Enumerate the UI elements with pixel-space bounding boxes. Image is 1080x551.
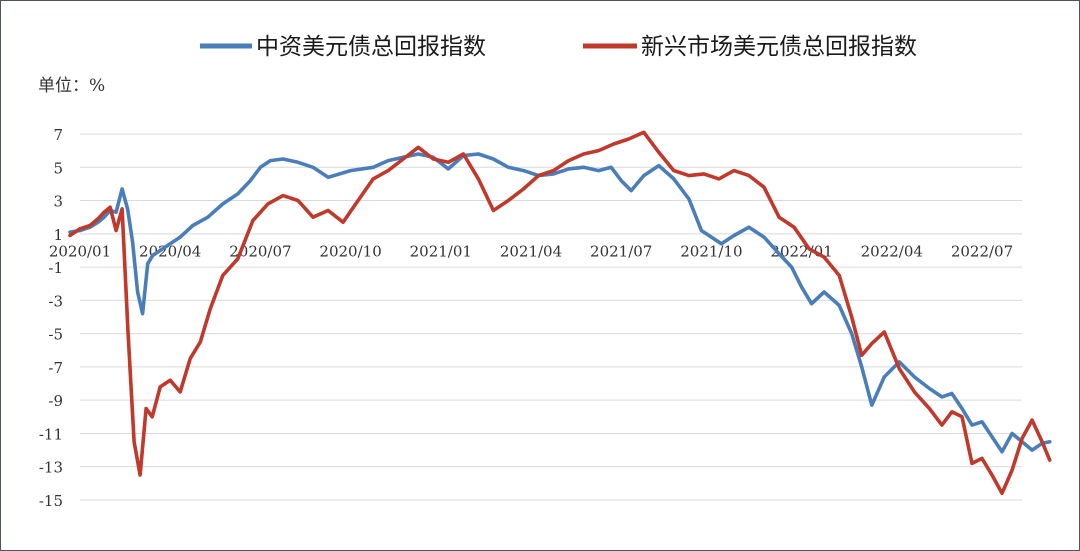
y-tick-label: -11 [39,425,63,443]
legend-label-series-2: 新兴市场美元债总回报指数 [641,34,917,60]
x-tick-label: 2020/01 [49,242,111,260]
x-tick-label: 2021/01 [410,242,472,260]
x-tick-label: 2022/04 [861,242,923,260]
y-axis-ticks: 7 5 3 1 -1 -3 -5 -7 -9 -11 -13 -15 [39,126,63,510]
unit-label: 单位：% [38,76,105,96]
y-tick-label: -3 [48,292,63,310]
gridlines [80,133,1022,501]
series-line-2 [68,130,1052,496]
y-tick-label: 3 [53,193,63,211]
x-tick-label: 2020/10 [319,242,381,260]
y-tick-label: -13 [39,459,63,477]
series-lines [68,130,1052,496]
y-tick-label: -7 [48,359,63,377]
y-tick-label: -1 [48,259,63,277]
series-line-1 [68,152,1052,454]
y-tick-label: -9 [48,392,63,410]
x-tick-label: 2022/01 [770,242,832,260]
y-tick-label: 5 [53,159,63,177]
x-tick-label: 2021/10 [680,242,742,260]
x-tick-label: 2021/07 [590,242,652,260]
y-tick-label: 1 [53,226,63,244]
y-tick-label: -5 [48,326,63,344]
legend-label-series-1: 中资美元债总回报指数 [256,34,486,60]
x-tick-label: 2021/04 [500,242,562,260]
x-axis-ticks: 2020/01 2020/04 2020/07 2020/10 2021/01 2021/… [49,242,1013,260]
x-tick-label: 2020/07 [229,242,291,260]
x-tick-label: 2022/07 [951,242,1013,260]
y-tick-label: -15 [39,492,63,510]
y-tick-label: 7 [53,126,63,144]
legend: 中资美元债总回报指数 新兴市场美元债总回报指数 [200,34,917,60]
